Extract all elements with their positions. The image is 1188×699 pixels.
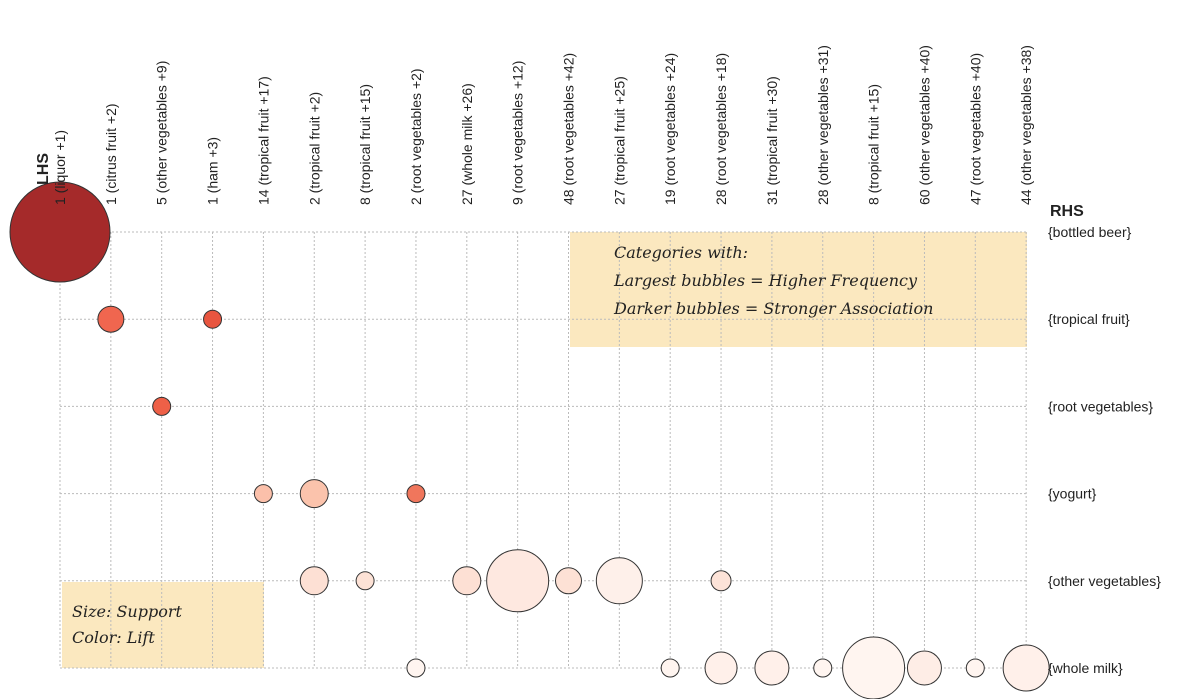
column-label: 2 (root vegetables +2)	[408, 68, 424, 205]
bubble	[203, 309, 223, 329]
row-label: {tropical fruit}	[1048, 311, 1130, 327]
bubble	[842, 636, 906, 699]
column-label: 27 (tropical fruit +25)	[611, 76, 627, 205]
column-label: 8 (tropical fruit +15)	[357, 84, 373, 205]
legend-note: Size: Support	[72, 602, 182, 621]
column-label: 47 (root vegetables +40)	[967, 53, 983, 205]
annotation: Darker bubbles = Stronger Association	[613, 299, 933, 318]
column-label: 9 (root vegetables +12)	[510, 61, 526, 205]
annotation: Largest bubbles = Higher Frequency	[613, 271, 918, 290]
annotation-box	[570, 232, 1027, 347]
row-label: {whole milk}	[1048, 660, 1123, 676]
bubble	[965, 658, 985, 678]
bubble	[355, 571, 375, 591]
bubble	[152, 396, 172, 416]
bubble	[595, 557, 643, 605]
column-label: 5 (other vegetables +9)	[154, 61, 170, 205]
bubble	[406, 484, 426, 504]
bubble	[9, 181, 111, 283]
bubble	[406, 658, 426, 678]
row-label: {other vegetables}	[1048, 573, 1161, 589]
bubble	[486, 549, 550, 613]
row-label: {root vegetables}	[1048, 398, 1153, 414]
column-label: 2 (tropical fruit +2)	[306, 92, 322, 205]
column-label: 27 (whole milk +26)	[459, 83, 475, 205]
bubble	[906, 650, 942, 686]
row-label: {bottled beer}	[1048, 224, 1132, 240]
annotation: Categories with:	[614, 243, 748, 262]
column-label: 60 (other vegetables +40)	[916, 45, 932, 205]
bubble	[555, 567, 582, 595]
bubble	[299, 566, 329, 596]
bubble	[660, 658, 680, 678]
column-label: 31 (tropical fruit +30)	[764, 76, 780, 205]
legend-note: Color: Lift	[72, 628, 155, 647]
bubble	[754, 650, 790, 686]
bubble	[452, 566, 482, 596]
column-label: 19 (root vegetables +24)	[662, 53, 678, 205]
column-label: 14 (tropical fruit +17)	[255, 76, 271, 205]
bubble	[1002, 644, 1050, 692]
column-label: 48 (root vegetables +42)	[561, 53, 577, 205]
bubble	[299, 479, 329, 509]
legend-box	[62, 582, 264, 668]
column-label: 28 (root vegetables +18)	[713, 53, 729, 205]
column-label: 44 (other vegetables +38)	[1018, 45, 1034, 205]
column-label: 1 (liquor +1)	[52, 130, 68, 205]
bubble	[704, 651, 738, 685]
bubble	[97, 305, 125, 333]
column-label: 1 (ham +3)	[205, 137, 221, 205]
row-label: {yogurt}	[1048, 486, 1097, 502]
bubble	[813, 658, 833, 678]
x-axis-label: LHS	[35, 153, 52, 185]
column-label: 8 (tropical fruit +15)	[866, 84, 882, 205]
y-axis-label: RHS	[1050, 203, 1084, 220]
bubble	[710, 570, 732, 592]
column-label: 28 (other vegetables +31)	[815, 45, 831, 205]
bubble	[253, 484, 273, 504]
column-label: 1 (citrus fruit +2)	[103, 103, 119, 205]
